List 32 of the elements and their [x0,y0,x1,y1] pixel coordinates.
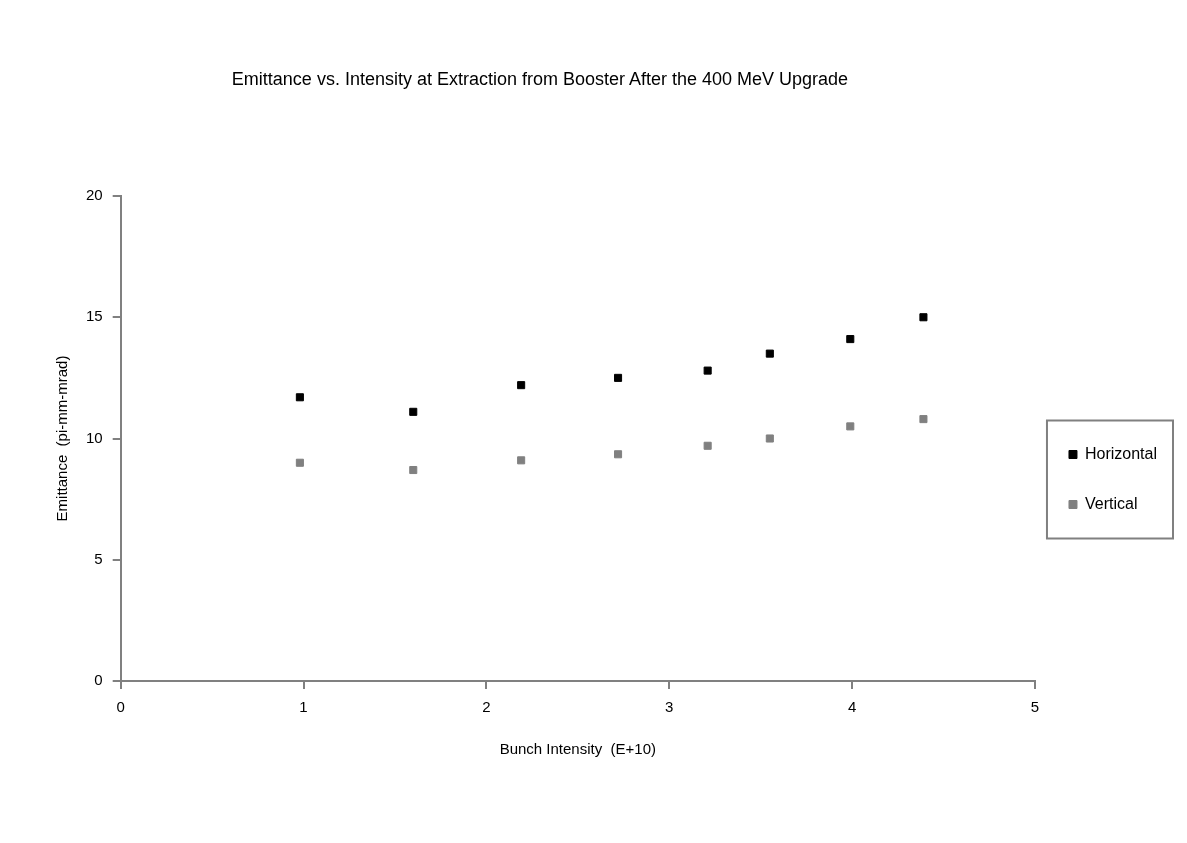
point [919,415,928,424]
y-tick-label: 15 [86,307,103,325]
point [517,456,526,465]
point [919,313,928,322]
point [295,393,304,402]
y-tick-label: 5 [94,549,103,567]
x-tick-label: 1 [299,698,308,716]
point [409,465,418,475]
point [703,441,712,450]
x-tick-label: 3 [665,698,674,716]
x-tick-label: 2 [482,698,491,716]
legend-label: Horizontal [1084,444,1157,462]
y-tick-label: 10 [86,428,103,446]
x-axis-title: Bunch Intensity (E+10) [499,740,656,758]
x-tick-label: 4 [847,698,857,716]
point [765,349,774,358]
legend-label: Vertical [1084,494,1138,512]
chart-title: Emittance vs. Intensity at Extraction from Booster After the 400 MeV Upgrade [230,68,850,91]
x-tick-label: 5 [1030,698,1040,716]
point [409,407,418,416]
point [517,381,526,390]
point [614,373,623,382]
y-tick-label: 0 [94,671,103,689]
point [846,422,855,431]
y-axis-title: Emittance (pi-mm-mrad) [53,355,71,522]
point [846,335,855,344]
point [295,458,304,467]
point [614,450,623,459]
x-tick-label: 0 [116,698,125,716]
point [765,434,774,443]
point [703,366,712,375]
y-tick-label: 20 [86,186,103,204]
